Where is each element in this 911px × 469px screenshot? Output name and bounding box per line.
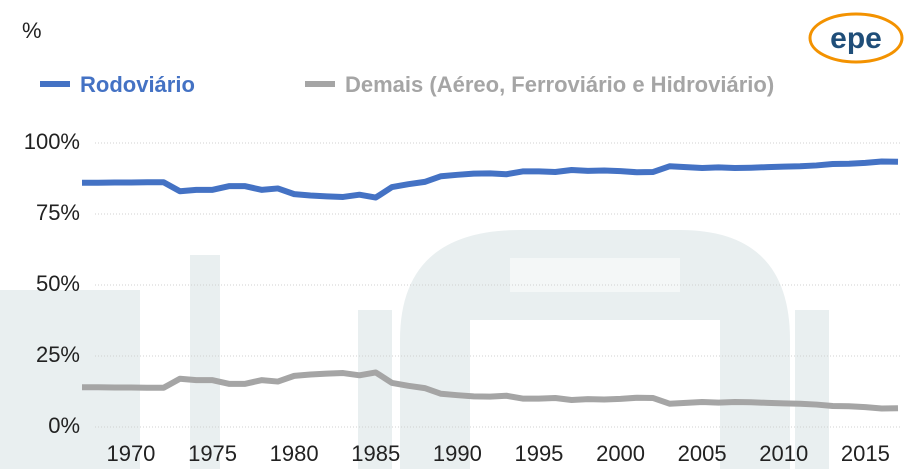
y-tick-label: 25% [36, 342, 80, 367]
x-tick-label: 1995 [514, 441, 563, 466]
y-unit: % [22, 18, 42, 43]
series-line [82, 369, 899, 412]
x-tick-label: 1990 [433, 441, 482, 466]
y-tick-label: 50% [36, 271, 80, 296]
y-tick-label: 100% [24, 129, 80, 154]
x-tick-label: 1975 [188, 441, 237, 466]
logo-ring [808, 12, 904, 64]
x-tick-label: 1970 [106, 441, 155, 466]
x-tick-label: 2010 [759, 441, 808, 466]
logo: epe [830, 22, 882, 55]
y-tick-label: 75% [36, 200, 80, 225]
y-tick-label: 0% [48, 413, 80, 438]
legend-label: Rodoviário [80, 72, 195, 97]
x-tick-label: 2000 [596, 441, 645, 466]
x-tick-label: 2015 [841, 441, 890, 466]
x-tick-label: 1980 [270, 441, 319, 466]
watermark [0, 230, 829, 469]
x-tick-label: 2005 [678, 441, 727, 466]
legend-label: Demais (Aéreo, Ferroviário e Hidroviário… [345, 72, 774, 97]
x-tick-label: 1985 [351, 441, 400, 466]
series-line [82, 158, 899, 201]
